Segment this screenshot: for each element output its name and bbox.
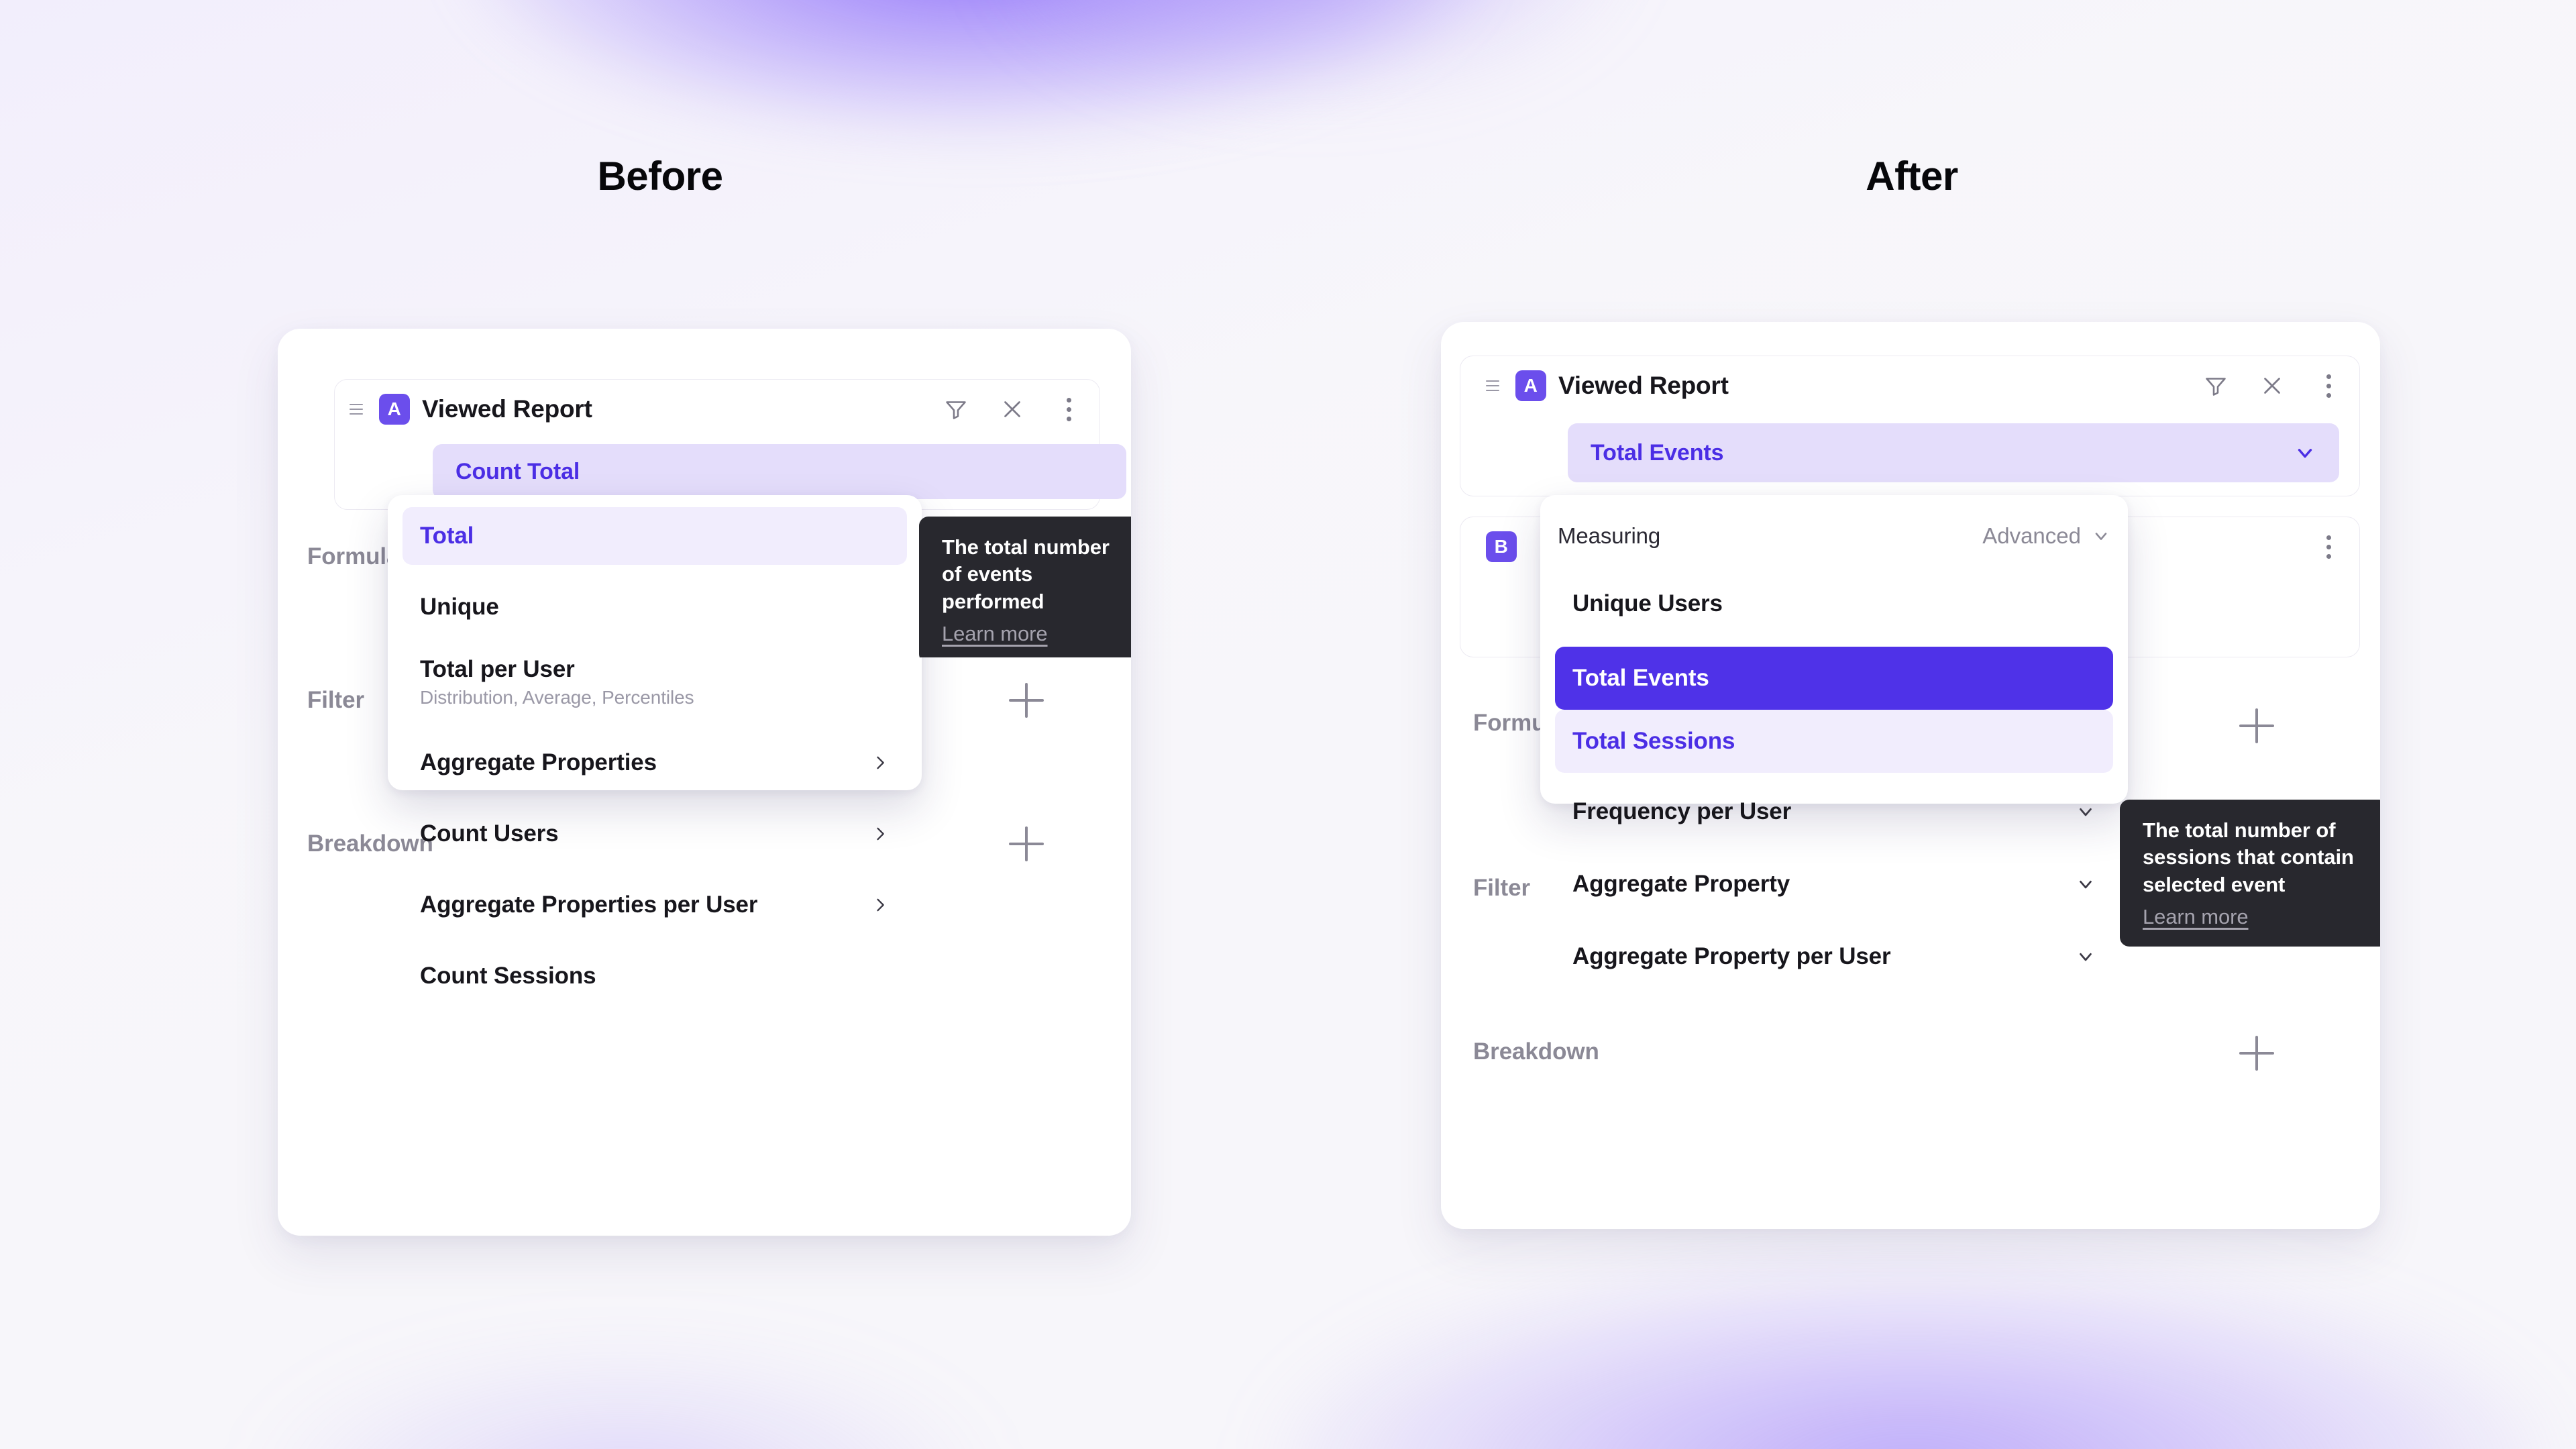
- advanced-label: Advanced: [1982, 523, 2081, 548]
- chevron-down-icon: [2076, 947, 2096, 967]
- dropdown-item-label: Unique Users: [1572, 590, 1723, 616]
- dropdown-item-label: Total per User: [420, 656, 575, 682]
- event-block-a: A Viewed Report C: [334, 379, 1126, 510]
- dropdown-item-label: Aggregate Property per User: [1572, 943, 1891, 969]
- stub-label-breakdown: Breakdown: [1473, 1038, 1599, 1065]
- measuring-label: Measuring: [1558, 523, 1661, 548]
- background-glow-bottom: [1275, 1261, 2549, 1449]
- dropdown-item-label: Frequency per User: [1572, 798, 1792, 824]
- before-measure-dropdown: Total Unique Total per User Distribution…: [388, 495, 922, 989]
- funnel-filter-icon[interactable]: [943, 396, 969, 423]
- event-header-actions-a: [2202, 372, 2342, 399]
- after-dropdown-list: Unique Users Total Events Total Sessions…: [1540, 574, 2128, 986]
- before-tooltip: The total number of events performed Lea…: [919, 517, 1131, 657]
- tooltip-arrow-icon: [2120, 840, 2121, 869]
- stub-label-filter: Filter: [307, 687, 364, 713]
- background-glow-top: [470, 0, 1476, 134]
- measure-value-text: Count Total: [455, 458, 580, 484]
- dropdown-item-count-users[interactable]: Count Users: [402, 805, 907, 863]
- after-heading: After: [1866, 154, 1958, 199]
- more-vertical-icon[interactable]: [2315, 533, 2342, 560]
- before-card-clip: Formula Filter Breakdown A Viewed Report: [278, 329, 1131, 1236]
- dropdown-item-total-per-user[interactable]: Total per User Distribution, Average, Pe…: [402, 647, 907, 724]
- add-filter-button[interactable]: [1009, 683, 1044, 718]
- dropdown-item-aggregate-property-per-user[interactable]: Aggregate Property per User: [1555, 927, 2113, 986]
- dropdown-item-label: Aggregate Property: [1572, 871, 1790, 897]
- add-breakdown-button[interactable]: [1009, 826, 1044, 861]
- event-badge-a: A: [1515, 370, 1546, 401]
- chevron-right-icon: [871, 896, 890, 914]
- tooltip-text: The total number of sessions that contai…: [2143, 818, 2354, 896]
- chevron-right-icon: [871, 824, 890, 843]
- dropdown-item-count-sessions[interactable]: Count Sessions: [402, 947, 907, 1005]
- tooltip-arrow-icon: [919, 562, 920, 592]
- dropdown-item-total-events[interactable]: Total Events: [1555, 647, 2113, 710]
- event-badge-b: B: [1486, 531, 1517, 562]
- measure-value-pill-before[interactable]: Count Total: [433, 444, 1126, 499]
- dropdown-item-label: Total: [420, 523, 474, 549]
- before-heading: Before: [597, 154, 723, 199]
- dropdown-item-label: Count Users: [420, 820, 559, 847]
- dropdown-item-label: Aggregate Properties per User: [420, 892, 758, 918]
- before-dropdown-list: Total Unique Total per User Distribution…: [388, 507, 922, 1005]
- event-header-a: A Viewed Report: [1460, 356, 2359, 415]
- event-header-a: A Viewed Report: [335, 380, 1099, 439]
- dropdown-item-label: Total Sessions: [1572, 728, 1735, 754]
- dropdown-item-frequency-per-user[interactable]: Frequency per User: [1555, 782, 2113, 841]
- tooltip-learn-more-link[interactable]: Learn more: [942, 621, 1048, 645]
- event-header-actions-a: [943, 396, 1082, 423]
- background-glow-bottom-left: [255, 1348, 993, 1449]
- funnel-filter-icon[interactable]: [2202, 372, 2229, 399]
- event-name-a: Viewed Report: [1558, 372, 1729, 399]
- tooltip-learn-more-link[interactable]: Learn more: [2143, 904, 2249, 928]
- tooltip-text: The total number of events performed: [942, 535, 1110, 613]
- event-header-b: B: [1460, 517, 2359, 576]
- after-measure-dropdown: Measuring Advanced Unique Users Total Ev…: [1540, 495, 2128, 969]
- event-block-a: A Viewed Report T: [1460, 356, 2360, 496]
- dropdown-item-label: Total Events: [1572, 665, 1709, 691]
- stub-label-formula: Formula: [307, 543, 400, 570]
- dropdown-item-aggregate-property[interactable]: Aggregate Property: [1555, 855, 2113, 914]
- background-glow-top-right: [1006, 0, 1610, 80]
- before-tooltip-clip: The total number of events performed Lea…: [919, 496, 1131, 657]
- dropdown-item-label: Aggregate Properties: [420, 749, 657, 775]
- more-vertical-icon[interactable]: [2315, 372, 2342, 399]
- chevron-right-icon: [871, 753, 890, 772]
- chevron-down-icon: [2294, 441, 2316, 464]
- add-formula-button[interactable]: [2239, 708, 2274, 743]
- stub-label-breakdown: Breakdown: [307, 830, 433, 857]
- dropdown-item-aggregate-properties[interactable]: Aggregate Properties: [402, 734, 907, 792]
- event-header-actions-b: [2315, 533, 2342, 560]
- dropdown-item-sublabel: Distribution, Average, Percentiles: [420, 687, 694, 708]
- after-tooltip-clip: The total number of sessions that contai…: [2120, 785, 2380, 986]
- dropdown-item-unique-users[interactable]: Unique Users: [1555, 574, 2113, 633]
- dropdown-item-aggregate-properties-per-user[interactable]: Aggregate Properties per User: [402, 876, 907, 934]
- dropdown-item-total-sessions[interactable]: Total Sessions: [1555, 710, 2113, 773]
- event-badge-a: A: [379, 394, 410, 425]
- dropdown-item-label: Count Sessions: [420, 963, 596, 989]
- event-name-a: Viewed Report: [422, 395, 592, 423]
- measure-value-pill-after[interactable]: Total Events: [1568, 423, 2339, 482]
- close-x-icon[interactable]: [999, 396, 1026, 423]
- chevron-down-icon: [2076, 802, 2096, 822]
- close-x-icon[interactable]: [2259, 372, 2286, 399]
- advanced-toggle[interactable]: Advanced: [1982, 523, 2110, 549]
- dropdown-item-total[interactable]: Total: [402, 507, 907, 565]
- chevron-down-icon: [2076, 874, 2096, 894]
- chevron-down-icon: [2092, 527, 2110, 545]
- dropdown-item-unique[interactable]: Unique: [402, 578, 907, 636]
- stub-label-filter: Filter: [1473, 875, 1530, 901]
- measure-value-text: Total Events: [1591, 439, 1724, 466]
- after-tooltip: The total number of sessions that contai…: [2120, 800, 2380, 947]
- dropdown-item-label: Unique: [420, 594, 499, 620]
- drag-handle-icon[interactable]: [1486, 377, 1503, 394]
- add-breakdown-button[interactable]: [2239, 1036, 2274, 1071]
- measuring-section-header: Measuring Advanced: [1540, 507, 2128, 565]
- drag-handle-icon[interactable]: [350, 400, 367, 418]
- more-vertical-icon[interactable]: [1055, 396, 1082, 423]
